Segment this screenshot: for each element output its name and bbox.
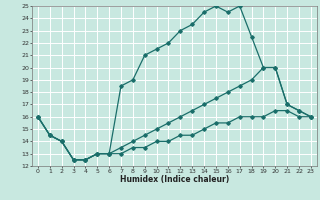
- X-axis label: Humidex (Indice chaleur): Humidex (Indice chaleur): [120, 175, 229, 184]
